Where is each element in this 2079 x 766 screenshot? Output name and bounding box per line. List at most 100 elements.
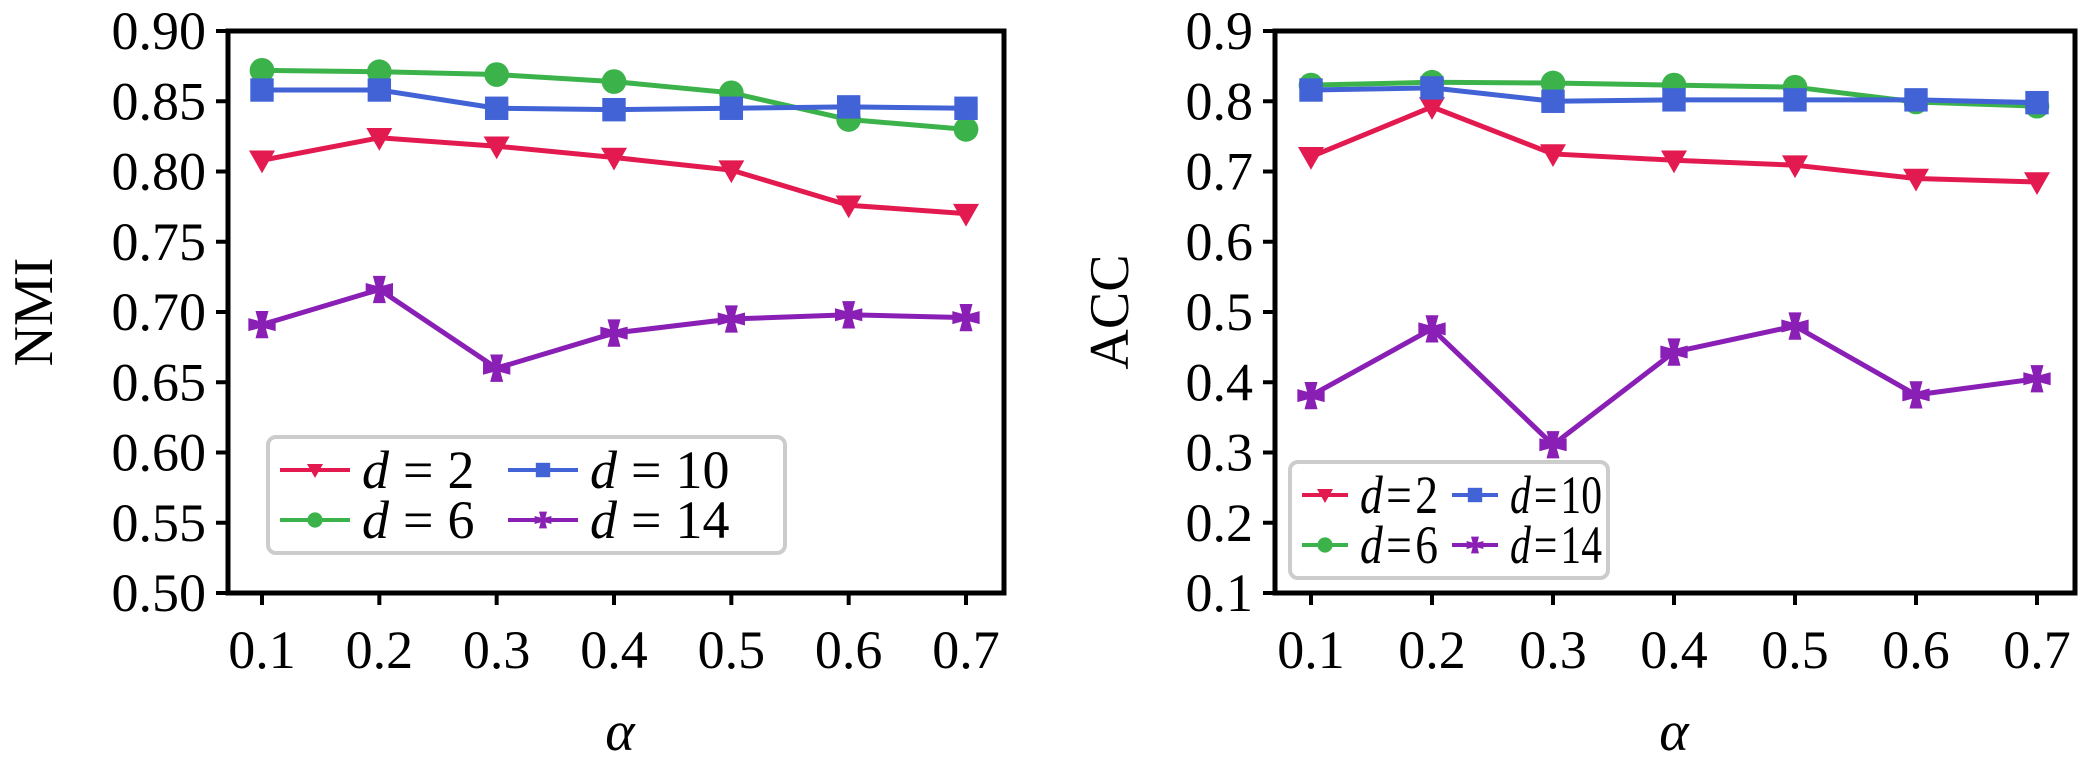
series-d-6 bbox=[249, 57, 979, 142]
legend-box bbox=[1288, 460, 1610, 580]
legend-var: d bbox=[362, 490, 390, 550]
x-tick-label: 0.3 bbox=[463, 620, 531, 680]
data-point bbox=[249, 150, 275, 174]
data-point bbox=[1902, 381, 1930, 409]
data-point bbox=[952, 303, 980, 332]
legend-label: d=2 bbox=[1360, 465, 1438, 525]
data-point bbox=[1299, 78, 1323, 102]
data-point bbox=[483, 136, 510, 160]
legend-label: d=14 bbox=[1510, 515, 1602, 575]
legend-eq: = bbox=[1534, 465, 1557, 525]
data-point bbox=[1904, 88, 1928, 112]
data-point bbox=[719, 96, 744, 120]
x-tick-label: 0.6 bbox=[815, 620, 883, 680]
legend-item: d=14 bbox=[1452, 515, 1602, 575]
nmi-chart: 0.50 0.55 0.60 0.65 0.70 0.75 0.80 0.85 0.90 0.1 0… bbox=[3, 1, 1007, 763]
data-point bbox=[1903, 168, 1929, 192]
data-point bbox=[1540, 70, 1566, 96]
data-point bbox=[835, 195, 862, 219]
data-point bbox=[1419, 97, 1445, 120]
legend-marker bbox=[1466, 536, 1484, 554]
legend-eq: = bbox=[1386, 465, 1412, 525]
data-point bbox=[602, 97, 626, 122]
data-point bbox=[600, 319, 628, 347]
y-tick-label: 0.80 bbox=[112, 142, 207, 202]
data-point bbox=[1418, 315, 1446, 343]
x-tick-label: 0.4 bbox=[580, 620, 648, 680]
y-tick-label: 0.60 bbox=[112, 423, 207, 483]
x-tick-label: 0.5 bbox=[698, 620, 766, 680]
y-axis-label: ACC bbox=[1079, 254, 1141, 369]
legend-num: 6 bbox=[1415, 515, 1438, 575]
data-point bbox=[601, 147, 627, 171]
y-tick-label: 0.65 bbox=[112, 352, 207, 412]
y-tick-label: 0.6 bbox=[1186, 212, 1254, 272]
legend-marker bbox=[1317, 489, 1333, 503]
data-point bbox=[2023, 365, 2051, 393]
series-d-14 bbox=[1297, 312, 2051, 459]
y-tick-label: 0.7 bbox=[1186, 142, 1254, 202]
series-d-10 bbox=[1299, 76, 2049, 115]
y-tick-label: 0.50 bbox=[112, 563, 207, 623]
x-tick-label: 0.2 bbox=[346, 620, 414, 680]
data-point bbox=[249, 57, 275, 83]
y-tick-label: 0.3 bbox=[1186, 423, 1254, 483]
legend-item: d=2 bbox=[1302, 465, 1438, 525]
legend-var: d bbox=[590, 490, 618, 550]
data-point bbox=[1297, 381, 1325, 410]
data-point bbox=[953, 117, 979, 142]
legend-var: d bbox=[1510, 465, 1532, 525]
legend-eq: = bbox=[1386, 515, 1412, 575]
legend-eq: = bbox=[403, 440, 433, 500]
data-point bbox=[2024, 172, 2050, 196]
legend-var: d bbox=[590, 440, 618, 500]
data-point bbox=[484, 62, 510, 87]
legend-item: d=14 bbox=[508, 490, 729, 550]
legend-item: d=6 bbox=[1302, 515, 1438, 575]
legend: d=2d=6d=10d=14 bbox=[1288, 460, 1610, 580]
data-point bbox=[835, 301, 863, 329]
legend-label: d=14 bbox=[590, 490, 729, 550]
series-d-10 bbox=[250, 78, 978, 122]
x-tick-label: 0.5 bbox=[1761, 620, 1829, 680]
legend-num: 6 bbox=[447, 490, 474, 550]
data-point bbox=[718, 160, 745, 184]
legend-label: d=6 bbox=[1360, 515, 1438, 575]
x-axis-label: α bbox=[605, 701, 636, 763]
data-point bbox=[601, 69, 627, 94]
y-tick-label: 0.1 bbox=[1186, 563, 1254, 623]
legend-marker bbox=[307, 464, 323, 478]
y-tick-label: 0.5 bbox=[1186, 282, 1254, 342]
data-point bbox=[1298, 146, 1324, 170]
data-point bbox=[954, 96, 978, 120]
data-point bbox=[366, 128, 393, 151]
data-point bbox=[1661, 150, 1687, 174]
legend-var: d bbox=[1510, 515, 1532, 575]
series-d-2 bbox=[1298, 97, 2050, 196]
y-axis-label: NMI bbox=[3, 258, 65, 367]
data-point bbox=[1540, 144, 1566, 167]
legend-item: d=10 bbox=[508, 440, 729, 500]
y-tick-label: 0.4 bbox=[1186, 352, 1254, 412]
legend-marker bbox=[534, 511, 552, 529]
x-tick-label: 0.1 bbox=[228, 620, 296, 680]
legend-num: 10 bbox=[675, 440, 729, 500]
legend-eq: = bbox=[631, 490, 661, 550]
legend-eq: = bbox=[631, 440, 661, 500]
x-tick-label: 0.7 bbox=[932, 620, 1000, 680]
x-tick-label: 0.4 bbox=[1640, 620, 1708, 680]
y-tick-label: 0.75 bbox=[112, 212, 207, 272]
data-point bbox=[250, 78, 274, 102]
legend-eq: = bbox=[403, 490, 433, 550]
data-point bbox=[483, 354, 511, 382]
x-tick-label: 0.3 bbox=[1519, 620, 1587, 680]
legend-num: 2 bbox=[1415, 465, 1438, 525]
data-point bbox=[366, 59, 392, 85]
legend-eq: = bbox=[1534, 515, 1557, 575]
data-point bbox=[1539, 431, 1567, 459]
y-tick-label: 0.70 bbox=[112, 282, 207, 342]
legend-num: 2 bbox=[447, 440, 474, 500]
x-tick-label: 0.6 bbox=[1882, 620, 1950, 680]
legend-label: d=2 bbox=[362, 440, 474, 500]
x-tick-label: 0.1 bbox=[1277, 620, 1345, 680]
